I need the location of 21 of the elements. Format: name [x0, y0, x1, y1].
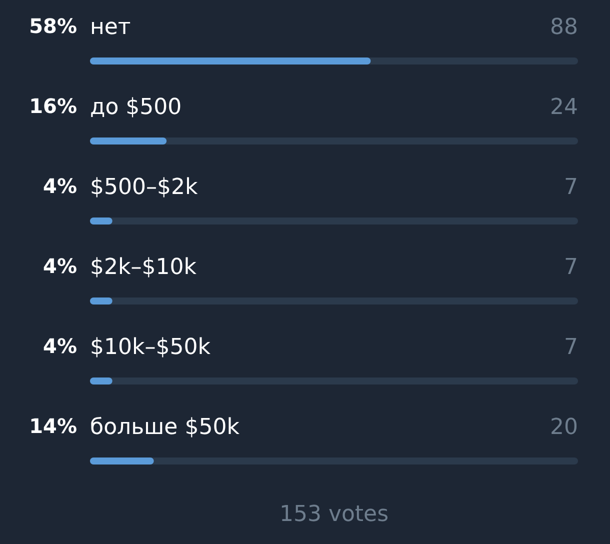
y-tick-label: до $500: [90, 95, 182, 120]
y-tick-label: $500–$2k: [90, 175, 198, 200]
data-label: 20: [550, 415, 578, 440]
data-label: 88: [550, 15, 578, 40]
text: 16%: [29, 94, 77, 118]
text: 14%: [29, 414, 77, 438]
data-label: 7: [564, 175, 578, 200]
y-tick-label: нет: [90, 15, 131, 40]
data-label: 7: [564, 335, 578, 360]
y-tick-label: больше $50k: [90, 415, 240, 440]
data-label: 7: [564, 255, 578, 280]
text: 58%: [29, 14, 77, 38]
text: 4%: [43, 334, 77, 358]
text: 4%: [43, 254, 77, 278]
y-tick-label: $10k–$50k: [90, 335, 211, 360]
y-tick-label: $2k–$10k: [90, 255, 197, 280]
bar: [90, 138, 167, 144]
text: 4%: [43, 174, 77, 198]
text: 153 votes: [279, 502, 389, 527]
data-label: 24: [550, 95, 578, 120]
bar: [90, 458, 154, 464]
